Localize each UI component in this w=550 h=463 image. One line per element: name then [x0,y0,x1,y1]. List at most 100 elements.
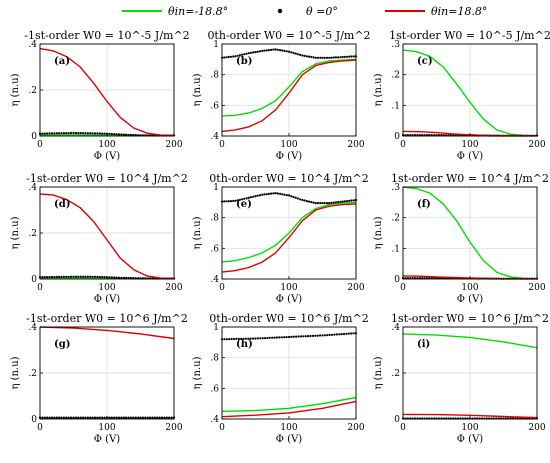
y-tick-label: .1 [391,101,400,111]
series-point [337,56,340,59]
y-tick-label: .4 [210,415,219,425]
y-tick-label: .8 [210,71,219,81]
series-point [348,55,351,58]
series-line [402,186,538,280]
chart-legend: θin=-18.8° θ =0° θin=18.8° [122,5,487,18]
x-tick-label: 200 [528,140,545,150]
series-point [276,48,279,51]
y-tick-label: .3 [391,183,400,193]
series-point [316,56,320,59]
series-point [46,276,49,279]
y-tick-label: 1 [213,323,219,333]
series-dots [38,416,176,419]
series-point [243,53,246,56]
series-point [168,416,171,419]
series-point [304,335,307,338]
series-point [279,192,282,195]
series-point [41,132,44,135]
panel-label: (a) [54,56,70,67]
legend-label: θin=-18.8° [168,5,228,18]
panel-label: (g) [54,339,70,350]
series-line [221,201,357,263]
series-point [122,276,125,279]
y-tick-label: .2 [28,86,37,96]
y-tick-label: .2 [391,214,400,224]
series-point [241,198,244,201]
x-tick-label: 0 [400,283,406,293]
series-point [290,51,293,54]
y-axis-label: η (n.u) [373,356,384,389]
series-point [279,49,282,52]
y-tick-label: .4 [28,323,37,333]
x-tick-label: 200 [165,140,182,150]
series-point [244,337,247,340]
series-point [340,333,343,336]
panel-label: (e) [236,199,252,210]
series-point [223,338,226,341]
series-point [276,192,279,195]
series-point [332,56,335,59]
y-tick-label: .6 [210,384,219,394]
series-point [227,55,230,59]
series-point [43,132,46,135]
series-point [132,416,135,419]
series-point [308,200,311,203]
series-point [296,53,299,56]
x-axis-label: Φ (V) [276,151,303,162]
series-point [271,336,274,339]
series-point [334,56,337,59]
panel-title: 0th-order W0 = 10^-5 J/m^2 [207,29,370,42]
series-point [314,202,317,205]
series-point [101,132,104,135]
series-point [127,416,130,419]
series-point [129,133,132,136]
series-point [225,338,228,341]
series-point [310,55,313,59]
series-point [91,416,94,419]
series-point [41,276,44,279]
series-point [165,416,168,419]
panel-title: 0th-order W0 = 10^4 J/m^2 [209,172,368,185]
series-point [108,132,111,135]
series-point [46,416,49,419]
series-point [321,334,324,337]
panel-g: -1st-order W0 = 10^6 J/m^2 0 100 200 0 .2 .4 Φ … [10,312,188,445]
series-line [221,396,357,412]
series-point [343,200,346,203]
series-point [265,193,268,196]
x-tick-label: 100 [98,423,115,433]
series-point [46,132,49,135]
series-point [256,194,259,197]
x-axis-label: Φ (V) [457,151,484,162]
series-point [132,133,135,137]
series-point [53,275,56,279]
x-tick-label: 100 [461,283,478,293]
x-tick-label: 200 [165,283,182,293]
series-point [67,132,70,135]
series-point [270,192,273,195]
series-point [294,52,297,55]
series-point [53,132,56,135]
y-axis-label: η (n.u) [10,73,21,106]
series-point [347,332,350,335]
x-tick-label: 200 [165,423,182,433]
series-point [352,332,355,335]
x-tick-label: 100 [98,140,115,150]
series-point [79,132,82,135]
panel-label: (b) [236,56,252,67]
series-point [232,199,235,202]
panel-title: -1st-order W0 = 10^4 J/m^2 [26,172,188,185]
series-point [70,275,73,278]
series-point [254,337,257,340]
series-point [117,133,121,136]
series-line [221,59,357,133]
series-point [113,133,116,136]
series-point [108,276,111,279]
series-point [307,335,310,338]
series-point [303,199,306,202]
series-point [65,416,68,419]
series-point [333,333,336,336]
series-point [328,333,331,336]
y-tick-label: 1 [213,183,219,193]
series-point [96,275,99,278]
